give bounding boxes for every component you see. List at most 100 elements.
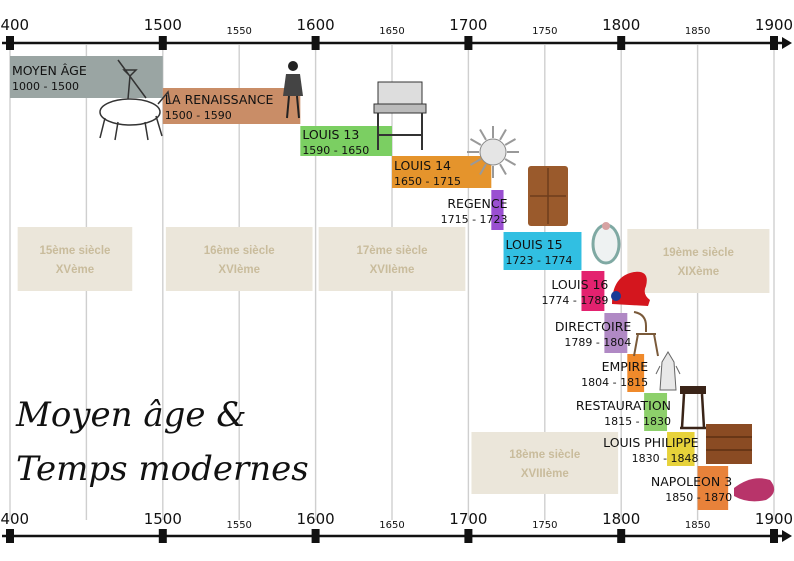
century-box-background <box>471 432 619 494</box>
period-name: LOUIS 16 <box>551 277 608 292</box>
table-top <box>680 386 706 394</box>
major-tick-label: 1600 <box>297 16 335 34</box>
major-tick-label: 1500 <box>144 510 182 528</box>
period-bar-fill <box>667 432 695 466</box>
period-name: LA RENAISSANCE <box>165 92 274 107</box>
century-box: 16ème siècle XVIème <box>165 227 313 291</box>
century-box: 17ème siècle XVIIème <box>318 227 466 291</box>
horse-body <box>99 98 161 126</box>
period-range: 1723 - 1774 <box>506 254 573 267</box>
directoire-chair-icon <box>633 311 659 357</box>
major-tick <box>617 36 626 50</box>
period-name: DIRECTOIRE <box>555 319 631 334</box>
major-tick <box>6 36 14 50</box>
period-name: RESTAURATION <box>576 398 671 413</box>
century-sublabel: XIXème <box>678 266 720 278</box>
major-tick <box>158 36 167 50</box>
period-bar: LOUIS 16 1774 - 1789 <box>541 271 608 311</box>
minor-tick-label: 1750 <box>532 26 557 37</box>
period-name: NAPOLEON 3 <box>651 474 732 489</box>
century-sublabel: XVIème <box>218 264 260 276</box>
sun-ray <box>469 138 482 146</box>
period-bars: MOYEN ÂGE 1000 - 1500 LA RENAISSANCE 1500 -… <box>10 56 732 510</box>
period-bar-fill <box>581 271 605 311</box>
napoleon-iii-pouf-icon <box>734 478 775 502</box>
period-bar-fill <box>604 313 628 353</box>
sun-emblem-icon <box>467 126 519 178</box>
period-bar: LOUIS 15 1723 - 1774 <box>503 232 582 270</box>
century-sublabel: XVIIème <box>370 264 415 276</box>
period-bar: LA RENAISSANCE 1500 - 1590 <box>162 88 301 124</box>
horse-legs <box>99 90 171 141</box>
axis-arrow <box>782 530 792 542</box>
renaissance-figure-icon <box>283 61 303 119</box>
regence-cabinet-icon <box>528 166 568 226</box>
imperial-eagle-icon <box>655 351 681 391</box>
century-label: 18ème siècle <box>509 449 580 461</box>
period-bar-fill <box>644 393 668 431</box>
century-label: 15ème siècle <box>39 245 110 257</box>
top-axis: 1400 1500 1600 1700 1800 1900 1550 1650 1750 1850 <box>0 16 793 50</box>
pouf-shape <box>734 478 775 502</box>
minor-tick-label: 1650 <box>379 26 404 37</box>
bottom-axis: 1400 1500 1600 1700 1800 1900 1550 1650 1750 1850 <box>0 510 793 543</box>
century-sublabel: XVème <box>56 264 94 276</box>
chair-legs <box>377 113 423 150</box>
major-tick <box>311 529 320 543</box>
medallion-bow <box>602 222 610 230</box>
major-tick-label: 1600 <box>297 510 335 528</box>
phrygian-cap-icon <box>611 271 650 306</box>
century-box-background <box>17 227 133 291</box>
sun-ray <box>479 128 487 141</box>
figure-head <box>288 61 298 71</box>
commode-drawers <box>706 436 752 451</box>
period-name: EMPIRE <box>602 359 649 374</box>
figure-doublet <box>283 74 303 96</box>
period-bar-fill <box>503 232 582 270</box>
sun-face <box>479 138 507 166</box>
sun-ray <box>504 158 517 166</box>
period-bar-fill <box>627 354 645 392</box>
cap-cockade <box>611 291 621 301</box>
century-box-background <box>165 227 313 291</box>
period-range: 1850 - 1870 <box>665 491 732 504</box>
century-box: 18ème siècle XVIIIème <box>471 432 619 494</box>
sun-ray <box>504 138 517 146</box>
period-bar: NAPOLEON 3 1850 - 1870 <box>651 466 732 510</box>
period-range: 1774 - 1789 <box>541 294 608 307</box>
major-tick-label: 1800 <box>602 16 640 34</box>
chair-seat <box>373 103 427 114</box>
minor-tick-label: 1550 <box>226 520 251 531</box>
major-tick-label: 1400 <box>0 16 29 34</box>
minor-tick-label: 1850 <box>685 26 710 37</box>
period-bar-fill <box>162 88 301 124</box>
medallion-frame <box>591 223 621 265</box>
major-tick <box>464 529 473 543</box>
minor-tick-label: 1550 <box>226 26 251 37</box>
major-tick-label: 1800 <box>602 510 640 528</box>
title-line-2: Temps modernes <box>16 449 309 489</box>
period-bar-fill <box>300 126 392 156</box>
major-tick <box>158 529 167 543</box>
axes: 1400 1500 1600 1700 1800 1900 1550 1650 1750 1850… <box>0 16 793 543</box>
period-range: 1830 - 1848 <box>632 452 699 465</box>
illustrations <box>99 59 775 502</box>
knight-figure <box>117 59 147 100</box>
period-name: LOUIS PHILIPPE <box>603 435 698 450</box>
major-tick <box>617 529 626 543</box>
louis-philippe-commode-icon <box>706 424 752 464</box>
period-bar: DIRECTOIRE 1789 - 1804 <box>555 313 631 353</box>
major-tick <box>770 529 778 543</box>
major-tick-label: 1500 <box>144 16 182 34</box>
sun-ray <box>499 163 507 176</box>
period-name: REGENCE <box>447 196 507 211</box>
century-sublabel: XVIIIème <box>521 468 569 480</box>
sun-ray <box>479 163 487 176</box>
minor-tick-label: 1750 <box>532 520 557 531</box>
period-name: MOYEN ÂGE <box>12 63 87 78</box>
period-range: 1815 - 1830 <box>604 415 671 428</box>
period-bar: LOUIS 14 1650 - 1715 <box>392 156 492 188</box>
sun-ray <box>469 158 482 166</box>
period-bar: MOYEN ÂGE 1000 - 1500 <box>10 56 163 98</box>
